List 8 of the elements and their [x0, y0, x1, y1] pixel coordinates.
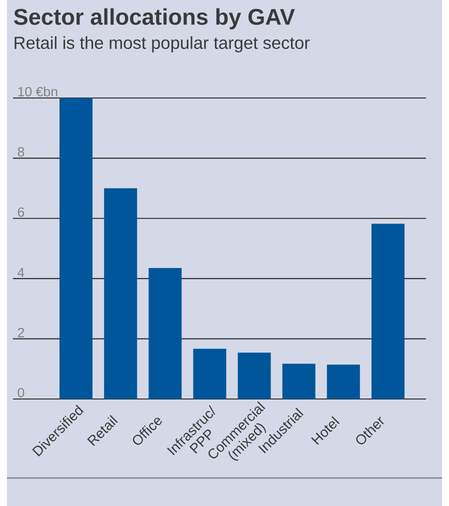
y-tick-label: 10 €bn: [18, 86, 58, 96]
chart-title: Sector allocations by GAV: [14, 8, 295, 30]
chart-subtitle: Retail is the most popular target sector: [14, 36, 310, 52]
y-tick-label: 6: [18, 207, 24, 217]
y-tick-label: 2: [18, 328, 24, 338]
y-tick-label: 4: [18, 268, 24, 277]
y-tick-label: 0: [18, 388, 24, 398]
y-tick-label: 8: [18, 147, 24, 157]
